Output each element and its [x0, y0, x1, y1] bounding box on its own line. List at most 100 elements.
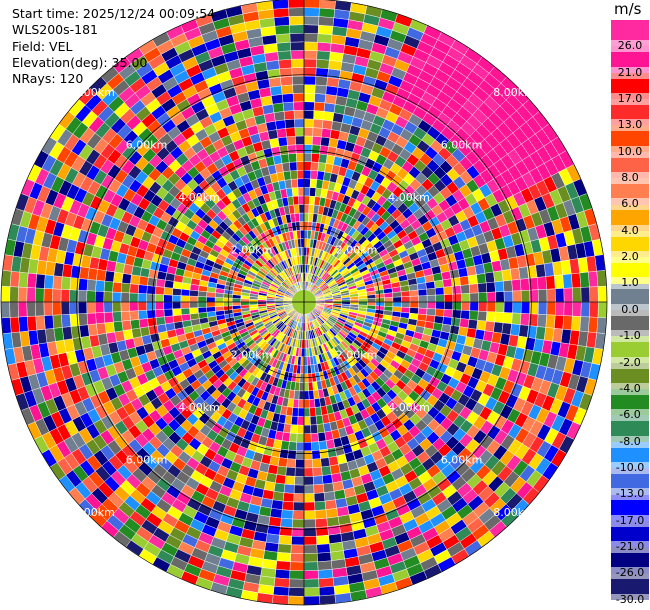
velocity-gate: [281, 84, 294, 95]
velocity-gate: [280, 440, 290, 451]
velocity-gate: [290, 544, 305, 554]
velocity-gate: [303, 92, 316, 103]
velocity-gate: [280, 153, 290, 164]
velocity-gate: [284, 118, 296, 129]
range-ring-label: 6.00km: [126, 139, 168, 152]
velocity-gate: [303, 561, 319, 572]
velocity-gate: [303, 15, 320, 26]
velocity-gate: [469, 292, 479, 303]
colorbar-tick-label: 8.0: [611, 172, 649, 184]
velocity-gate: [272, 586, 290, 597]
colorbar-tick-label: -17.0: [611, 514, 649, 527]
velocity-gate: [79, 266, 90, 280]
colorbar-tick-label: -26.0: [611, 567, 649, 580]
velocity-gate: [316, 552, 332, 563]
velocity-gate: [180, 301, 190, 309]
velocity-gate: [443, 309, 453, 318]
velocity-gate: [303, 441, 313, 452]
range-ring-label: 6.00km: [441, 454, 483, 467]
velocity-gate: [297, 178, 305, 188]
velocity-gate: [1, 317, 12, 334]
velocity-gate: [303, 169, 312, 180]
velocity-gate: [120, 282, 131, 294]
velocity-gate: [104, 270, 115, 283]
velocity-gate: [318, 153, 328, 164]
velocity-gate: [289, 32, 305, 43]
velocity-gate: [289, 561, 305, 572]
velocity-gate: [155, 316, 166, 326]
velocity-gate: [597, 301, 608, 319]
velocity-gate: [308, 390, 315, 400]
velocity-gate: [319, 0, 336, 10]
velocity-gate: [295, 135, 305, 145]
velocity-gate: [43, 274, 54, 290]
velocity-gate: [272, 491, 285, 502]
velocity-gate: [288, 578, 305, 589]
colorbar-tick-label: -6.0: [611, 409, 649, 422]
velocity-gate: [295, 152, 305, 163]
velocity-gate: [303, 544, 318, 554]
velocity-gate: [316, 543, 331, 554]
velocity-gate: [303, 570, 319, 580]
velocity-gate: [289, 424, 298, 434]
velocity-gate: [375, 297, 385, 303]
velocity-gate: [137, 284, 148, 295]
velocity-gate: [309, 407, 317, 417]
velocity-gate: [288, 7, 305, 17]
velocity-gate: [43, 301, 53, 316]
velocity-gate: [303, 476, 314, 486]
velocity-gate: [555, 288, 565, 303]
velocity-gate: [442, 316, 453, 326]
velocity-gate: [240, 301, 250, 306]
velocity-gate: [303, 493, 315, 503]
velocity-gate: [86, 279, 97, 292]
range-ring-label: 2.00km: [231, 349, 273, 362]
velocity-gate: [596, 317, 607, 334]
velocity-gate: [298, 399, 305, 409]
velocity-gate: [293, 110, 305, 120]
velocity-gate: [452, 301, 462, 311]
velocity-gate: [303, 101, 315, 111]
colorbar-tick-label: -4.0: [611, 382, 649, 395]
velocity-gate: [442, 278, 453, 288]
velocity-gate: [366, 294, 377, 299]
velocity-gate: [579, 316, 590, 333]
velocity-gate: [296, 424, 305, 435]
velocity-gate: [303, 535, 317, 546]
velocity-gate: [520, 301, 531, 315]
range-ring-label: 8.00km: [73, 506, 115, 519]
velocity-gate: [536, 314, 548, 328]
velocity-gate: [43, 314, 54, 330]
velocity-gate: [34, 287, 45, 303]
velocity-gate: [291, 187, 299, 197]
range-ring-label: 8.00km: [493, 86, 535, 99]
velocity-gate: [281, 162, 291, 173]
velocity-gate: [486, 301, 496, 313]
range-ring-label: 4.00km: [388, 191, 430, 204]
velocity-gate: [434, 308, 445, 317]
velocity-gate: [121, 320, 132, 331]
velocity-gate: [400, 290, 411, 298]
velocity-gate: [461, 293, 471, 303]
velocity-gate: [303, 382, 309, 392]
velocity-gate: [435, 294, 445, 303]
velocity-gate: [400, 285, 410, 293]
velocity-gate: [501, 269, 512, 282]
velocity-gate: [291, 518, 305, 529]
velocity-gate: [502, 312, 513, 325]
velocity-gate: [9, 301, 19, 318]
velocity-gate: [274, 24, 291, 35]
velocity-gate: [316, 423, 325, 434]
velocity-gate: [163, 287, 174, 296]
velocity-gate: [86, 312, 97, 325]
velocity-gate: [451, 285, 462, 295]
velocity-gate: [537, 301, 548, 315]
velocity-gate: [409, 307, 419, 315]
velocity-gate: [146, 309, 157, 319]
velocity-gate: [172, 308, 182, 317]
velocity-gate: [318, 440, 328, 451]
velocity-gate: [494, 280, 505, 293]
velocity-gate: [503, 301, 514, 314]
velocity-gate: [278, 58, 292, 70]
velocity-gate: [303, 518, 317, 529]
